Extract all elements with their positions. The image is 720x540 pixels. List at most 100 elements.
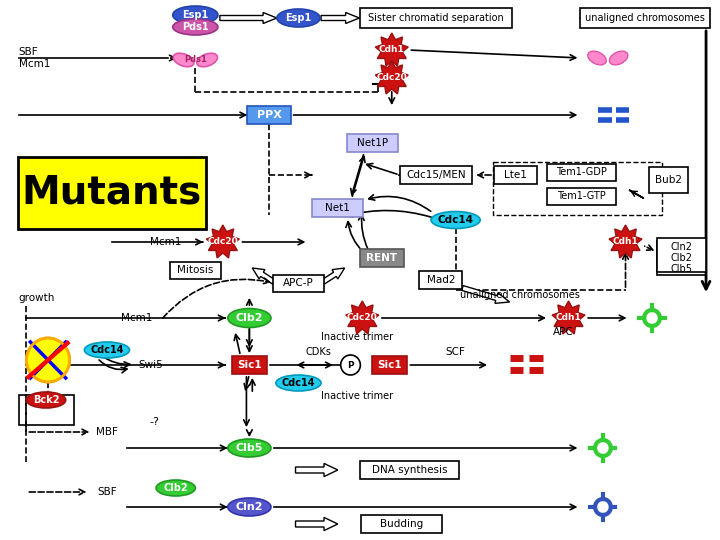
FancyArrow shape [322, 268, 345, 284]
Text: Pds1: Pds1 [182, 22, 209, 32]
Text: Clb2: Clb2 [670, 253, 693, 263]
Text: Mcm1: Mcm1 [121, 313, 152, 323]
Ellipse shape [173, 6, 218, 24]
Text: Clb5: Clb5 [235, 443, 263, 453]
Text: -?: -? [149, 417, 159, 427]
Ellipse shape [228, 498, 271, 516]
FancyArrow shape [321, 12, 359, 24]
Polygon shape [375, 33, 408, 66]
Text: Sic1: Sic1 [237, 360, 261, 370]
Text: APC: APC [553, 327, 574, 337]
Bar [547, 164, 616, 180]
Ellipse shape [431, 212, 480, 228]
Polygon shape [375, 61, 408, 94]
Text: Cdc14: Cdc14 [438, 215, 474, 225]
Text: growth: growth [19, 293, 55, 303]
Text: Sic1: Sic1 [377, 360, 402, 370]
Text: Cdc15/MEN: Cdc15/MEN [406, 170, 466, 180]
Bar [273, 274, 324, 292]
Text: SBF: SBF [19, 47, 38, 57]
Text: Cdc20: Cdc20 [347, 314, 378, 322]
Text: Cdc14: Cdc14 [90, 345, 124, 355]
Polygon shape [552, 301, 585, 334]
Ellipse shape [228, 439, 271, 457]
Text: Mutants: Mutants [22, 174, 202, 212]
Bar [400, 166, 472, 184]
Bar [232, 356, 267, 374]
Text: Cdh1: Cdh1 [613, 238, 639, 246]
Text: Lte1: Lte1 [504, 170, 527, 180]
Ellipse shape [156, 480, 195, 496]
Text: Budding: Budding [380, 519, 423, 529]
Bar [657, 241, 706, 275]
Text: Pds1: Pds1 [184, 56, 207, 64]
Ellipse shape [277, 9, 320, 27]
Ellipse shape [84, 342, 130, 358]
Ellipse shape [173, 19, 218, 35]
Text: RENT: RENT [366, 253, 397, 263]
Bar [360, 249, 403, 267]
Text: Cdc20: Cdc20 [207, 238, 238, 246]
Text: Cln2: Cln2 [235, 502, 263, 512]
Text: PPX: PPX [256, 110, 282, 120]
Bar [494, 166, 537, 184]
Text: unaligned chromosomes: unaligned chromosomes [585, 13, 705, 23]
Ellipse shape [197, 53, 217, 67]
Ellipse shape [276, 375, 321, 391]
Text: P: P [347, 361, 354, 369]
Text: Mcm1: Mcm1 [19, 59, 50, 69]
Text: Cdc14: Cdc14 [282, 378, 315, 388]
FancyArrow shape [295, 517, 338, 531]
FancyArrow shape [295, 463, 338, 477]
Bar [170, 261, 221, 279]
Bar [360, 461, 459, 479]
Polygon shape [207, 225, 239, 258]
Text: Cdc20: Cdc20 [377, 73, 407, 83]
Text: Cln2: Cln2 [670, 242, 693, 252]
Text: Mcm1: Mcm1 [150, 237, 181, 247]
Ellipse shape [609, 51, 628, 65]
Text: Clb2: Clb2 [235, 313, 263, 323]
Bar [361, 515, 442, 533]
Text: DNA synthesis: DNA synthesis [372, 465, 447, 475]
Bar [248, 106, 291, 124]
Text: Mitosis: Mitosis [177, 265, 214, 275]
FancyArrow shape [462, 286, 510, 303]
Bar [312, 199, 364, 217]
Bar [346, 134, 397, 152]
Text: SBF: SBF [97, 487, 117, 497]
Text: SCF: SCF [446, 347, 466, 357]
Text: Net1P: Net1P [356, 138, 387, 148]
Circle shape [27, 338, 70, 382]
Text: Swi5: Swi5 [139, 360, 163, 370]
FancyArrow shape [252, 268, 275, 284]
Ellipse shape [27, 392, 66, 408]
Circle shape [341, 355, 360, 375]
Text: Bub2: Bub2 [655, 175, 683, 185]
Text: Inactive trimer: Inactive trimer [321, 332, 393, 342]
Text: Clb2: Clb2 [163, 483, 188, 493]
Ellipse shape [228, 308, 271, 327]
Text: Tem1-GDP: Tem1-GDP [556, 167, 607, 177]
Bar [580, 8, 710, 28]
Ellipse shape [174, 53, 194, 67]
Ellipse shape [588, 51, 606, 65]
Bar [419, 271, 462, 289]
Text: unaligned chromosomes: unaligned chromosomes [459, 290, 580, 300]
Text: Cdh1: Cdh1 [556, 314, 582, 322]
Text: APC-P: APC-P [283, 278, 314, 288]
Bar [372, 356, 408, 374]
FancyArrow shape [220, 12, 277, 24]
Bar [17, 157, 206, 229]
Bar [547, 187, 616, 205]
Bar [657, 238, 706, 272]
Bar [493, 162, 662, 215]
Text: Clb5: Clb5 [670, 264, 693, 274]
Text: MBF: MBF [96, 427, 118, 437]
Text: Net1: Net1 [325, 203, 350, 213]
Text: Bck2: Bck2 [33, 395, 59, 405]
Text: Tem1-GTP: Tem1-GTP [557, 191, 606, 201]
Polygon shape [609, 225, 642, 258]
Text: CDKs: CDKs [305, 347, 331, 357]
Bar [19, 395, 73, 425]
